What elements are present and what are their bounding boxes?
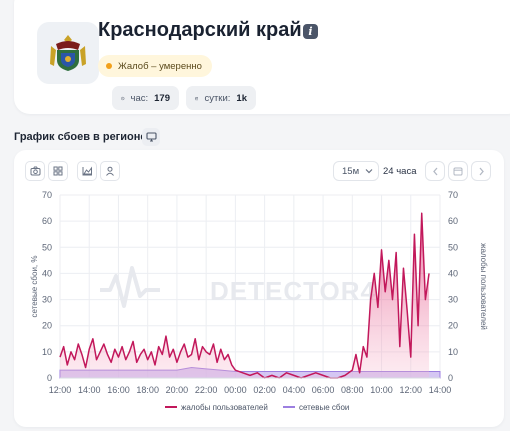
chart-card (14, 150, 504, 427)
range-label: 24 часа (383, 166, 417, 177)
chevron-left-icon[interactable] (425, 161, 445, 181)
region-title: Краснодарский край (98, 19, 302, 41)
chevron-right-icon[interactable] (471, 161, 491, 181)
region-card (14, 0, 510, 114)
info-icon[interactable]: i (303, 24, 318, 39)
status-label: Жалоб – умеренно (118, 60, 202, 72)
stat-day-label: сутки: (204, 92, 231, 104)
stat-day: сутки: 1k (186, 86, 256, 110)
stat-hour-value: 179 (154, 92, 170, 104)
section-title: График сбоев в регионе (14, 131, 147, 143)
interval-value: 15м (342, 165, 360, 177)
status-dot-icon (106, 63, 112, 69)
status-badge: Жалоб – умеренно (98, 55, 212, 77)
camera-icon[interactable] (25, 161, 45, 181)
grid-icon[interactable] (48, 161, 68, 181)
stat-hour: час: 179 (112, 86, 179, 110)
coat-of-arms-icon (50, 35, 86, 71)
interval-select[interactable]: 15м (333, 161, 379, 181)
chart-area-icon[interactable] (77, 161, 97, 181)
stat-day-value: 1k (236, 92, 247, 104)
calendar-button[interactable] (448, 161, 468, 181)
calendar-icon (453, 167, 463, 176)
stat-hour-label: час: (130, 92, 149, 104)
region-emblem (37, 22, 99, 84)
monitor-icon[interactable] (142, 128, 160, 146)
user-icon[interactable] (100, 161, 120, 181)
calendar-icon (195, 96, 199, 100)
clock-icon (121, 96, 125, 100)
chevron-down-icon (365, 169, 373, 174)
